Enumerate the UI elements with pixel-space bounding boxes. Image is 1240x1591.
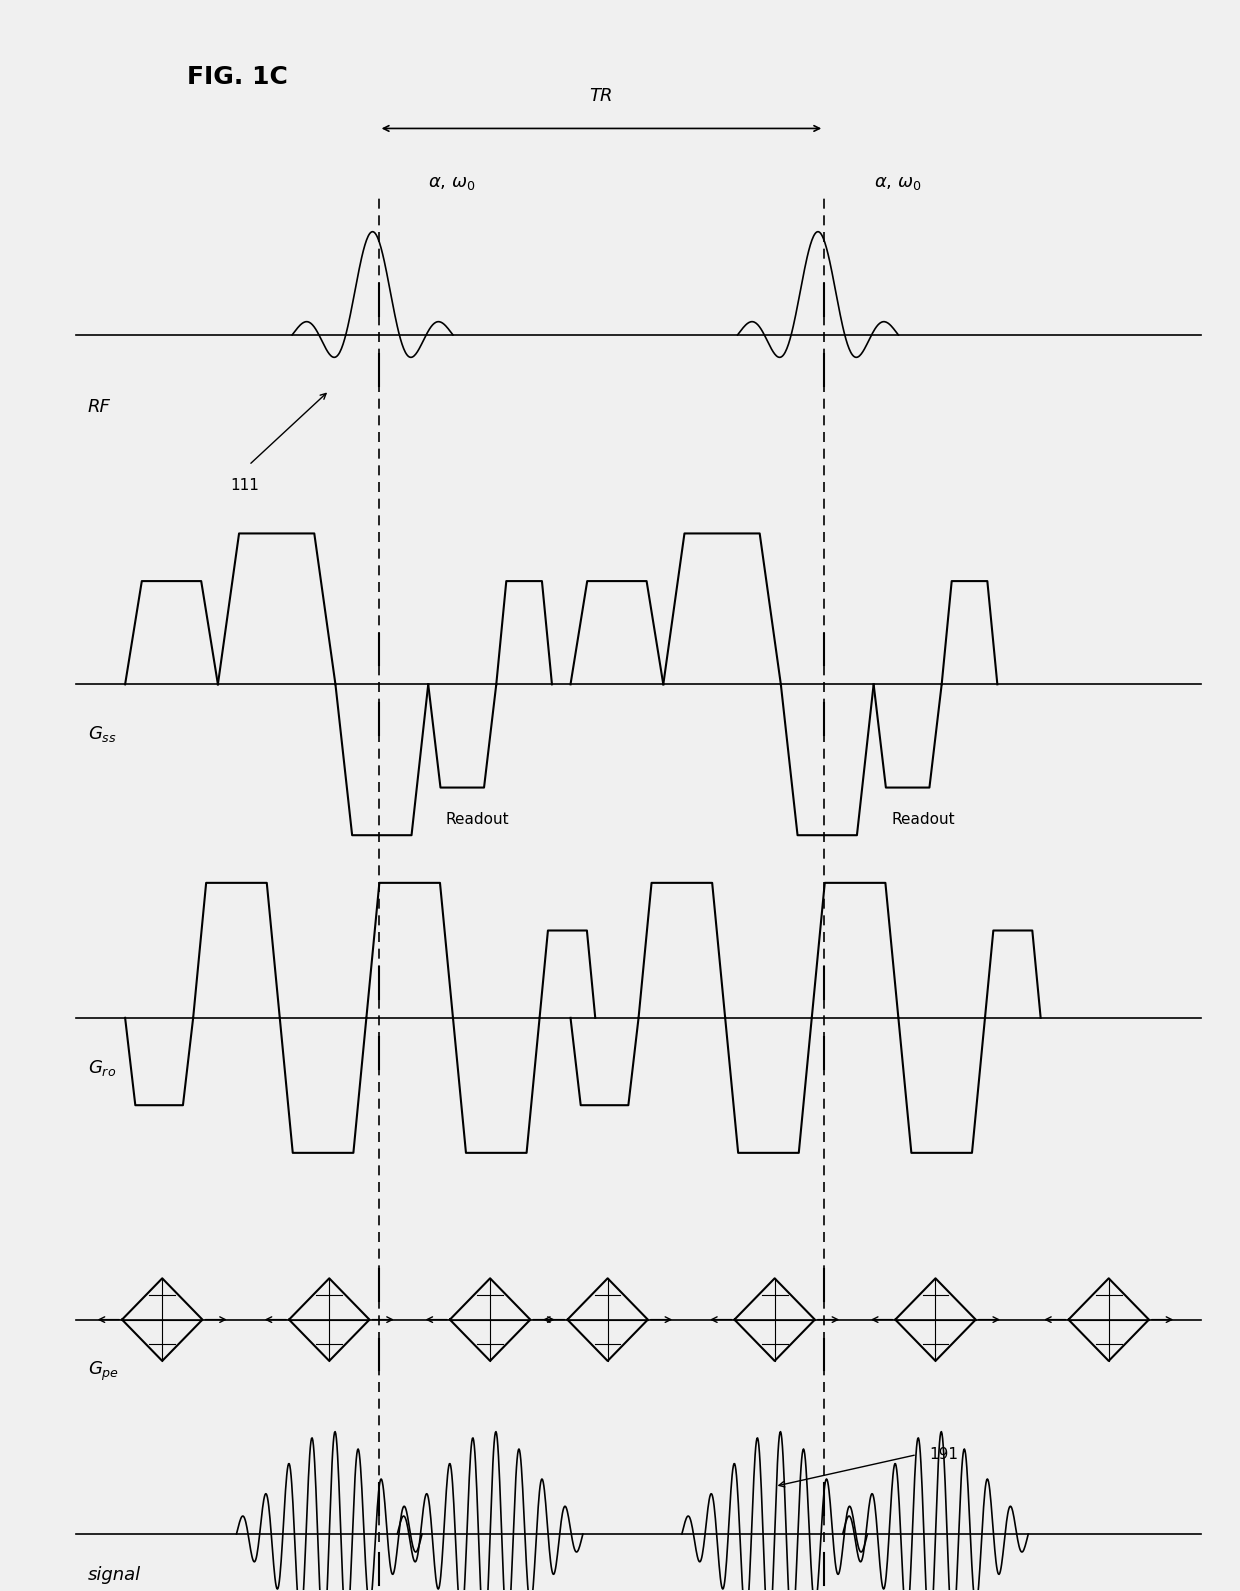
Text: Readout: Readout	[892, 813, 955, 827]
Text: Readout: Readout	[446, 813, 510, 827]
Text: RF: RF	[88, 398, 110, 417]
Text: 111: 111	[231, 477, 259, 493]
Text: $G_{pe}$: $G_{pe}$	[88, 1359, 119, 1383]
Text: signal: signal	[88, 1566, 141, 1583]
Text: $G_{ro}$: $G_{ro}$	[88, 1058, 117, 1077]
Text: $\alpha$, $\omega_0$: $\alpha$, $\omega_0$	[874, 173, 921, 193]
Text: 191: 191	[929, 1448, 959, 1462]
Text: FIG. 1C: FIG. 1C	[187, 65, 288, 89]
Text: $G_{ss}$: $G_{ss}$	[88, 724, 117, 745]
Text: $\alpha$, $\omega_0$: $\alpha$, $\omega_0$	[428, 173, 476, 193]
Text: TR: TR	[590, 86, 614, 105]
